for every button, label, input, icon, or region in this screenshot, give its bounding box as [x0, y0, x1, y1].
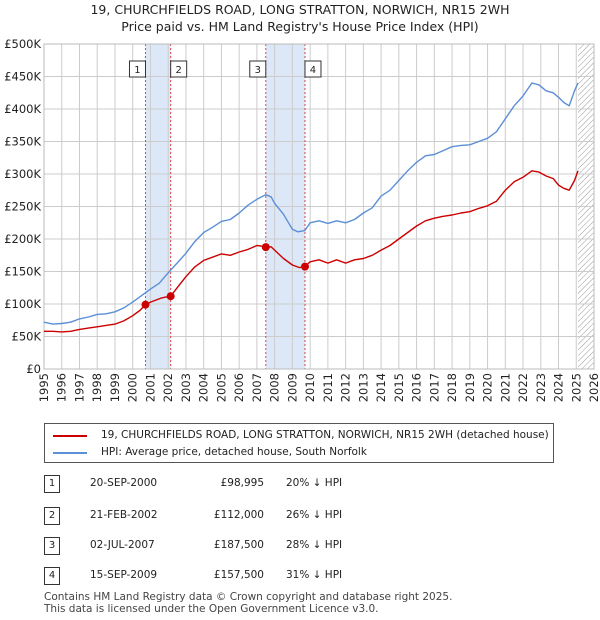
- price-chart: £0 £50K £100K £150K £200K £250K £300K £350K £400…: [4, 37, 600, 402]
- x-tick-label: 2019: [463, 373, 477, 402]
- transaction-price: £98,995: [220, 477, 264, 489]
- x-tick-label: 2002: [161, 373, 175, 402]
- legend-label-hpi: HPI: Average price, detached house, Sout…: [101, 446, 367, 458]
- y-tick-label: £150K: [4, 265, 41, 279]
- y-tick-label: £200K: [4, 232, 41, 246]
- transaction-date: 20-SEP-2000: [90, 477, 158, 489]
- y-tick-label: £450K: [4, 70, 41, 84]
- x-tick-label: 2007: [250, 373, 264, 402]
- x-tick-label: 2001: [143, 373, 157, 402]
- sale-marker-label: 4: [310, 65, 316, 76]
- sale-point: [141, 300, 150, 309]
- sale-marker: 4: [304, 60, 322, 78]
- x-tick-label: 2004: [197, 373, 211, 402]
- x-tick-label: 2023: [534, 373, 548, 402]
- x-tick-label: 2011: [321, 373, 335, 402]
- sale-marker-box: [304, 60, 322, 78]
- x-tick-label: 2015: [392, 373, 406, 402]
- x-tick-label: 1995: [37, 373, 51, 402]
- x-tick-label: 2024: [552, 373, 566, 402]
- sale-point: [261, 243, 270, 252]
- transaction-hpi: 28% ↓ HPI: [286, 539, 343, 551]
- x-tick-label: 2003: [179, 373, 193, 402]
- x-tick-label: 2016: [410, 373, 424, 402]
- chart-title: 19, CHURCHFIELDS ROAD, LONG STRATTON, NO…: [90, 2, 510, 17]
- sale-marker-box: [170, 60, 188, 78]
- plot-frame: [43, 43, 595, 370]
- transaction-hpi: 31% ↓ HPI: [286, 569, 343, 581]
- transaction-number: 1: [44, 475, 60, 493]
- transaction-price: £157,500: [213, 569, 264, 581]
- x-tick-label: 2025: [569, 373, 583, 402]
- x-tick-label: 2021: [498, 373, 512, 402]
- sale-marker-box: [249, 60, 267, 78]
- legend-label-property: 19, CHURCHFIELDS ROAD, LONG STRATTON, NO…: [101, 429, 549, 441]
- transaction-row: 1 20-SEP-2000 £98,995 20% ↓ HPI: [44, 475, 424, 493]
- transaction-row: 4 15-SEP-2009 £157,500 31% ↓ HPI: [44, 567, 424, 585]
- footer-copyright: Contains HM Land Registry data © Crown c…: [44, 591, 453, 603]
- transaction-hpi: 26% ↓ HPI: [286, 509, 343, 521]
- sale-marker: 3: [249, 60, 267, 78]
- sale-marker-label: 3: [255, 65, 261, 76]
- x-tick-label: 1998: [90, 373, 104, 402]
- x-tick-label: 2026: [587, 373, 600, 402]
- sale-marker-label: 2: [175, 65, 181, 76]
- footer-license: This data is licensed under the Open Gov…: [44, 603, 379, 615]
- y-tick-label: £400K: [4, 102, 41, 116]
- sale-marker-label: 1: [134, 65, 140, 76]
- chart-legend: 19, CHURCHFIELDS ROAD, LONG STRATTON, NO…: [44, 423, 554, 463]
- transaction-number: 4: [44, 567, 60, 585]
- x-tick-label: 2008: [268, 373, 282, 402]
- y-tick-label: £100K: [4, 297, 41, 311]
- y-tick-label: £300K: [4, 167, 41, 181]
- x-tick-label: 2017: [427, 373, 441, 402]
- y-tick-label: £250K: [4, 200, 41, 214]
- sale-point: [166, 292, 175, 301]
- chart-subtitle: Price paid vs. HM Land Registry's House …: [121, 19, 479, 34]
- sale-marker: 2: [170, 60, 188, 78]
- y-tick-label: £350K: [4, 135, 41, 149]
- transaction-date: 21-FEB-2002: [90, 509, 158, 521]
- transaction-number: 3: [44, 537, 60, 555]
- sale-marker: 1: [128, 60, 146, 78]
- transaction-date: 02-JUL-2007: [90, 539, 155, 551]
- legend-swatch-property: [53, 435, 87, 437]
- x-tick-label: 2000: [126, 373, 140, 402]
- x-tick-label: 1999: [108, 373, 122, 402]
- x-tick-label: 2009: [285, 373, 299, 402]
- transaction-price: £187,500: [213, 539, 264, 551]
- x-tick-label: 2010: [303, 373, 317, 402]
- x-tick-label: 2022: [516, 373, 530, 402]
- y-tick-label: £500K: [4, 37, 41, 51]
- x-tick-label: 2020: [481, 373, 495, 402]
- y-tick-label: £0: [26, 362, 41, 376]
- x-tick-label: 2012: [339, 373, 353, 402]
- transaction-price: £112,000: [213, 509, 264, 521]
- legend-swatch-hpi: [53, 452, 87, 454]
- x-tick-label: 2005: [214, 373, 228, 402]
- transaction-row: 2 21-FEB-2002 £112,000 26% ↓ HPI: [44, 507, 424, 525]
- x-tick-label: 2018: [445, 373, 459, 402]
- transaction-row: 3 02-JUL-2007 £187,500 28% ↓ HPI: [44, 537, 424, 555]
- y-tick-label: £50K: [12, 330, 42, 344]
- x-tick-label: 2014: [374, 373, 388, 402]
- sale-point: [300, 262, 309, 271]
- transaction-hpi: 20% ↓ HPI: [286, 477, 343, 489]
- x-tick-label: 2006: [232, 373, 246, 402]
- transaction-number: 2: [44, 507, 60, 525]
- x-tick-label: 1996: [55, 373, 69, 402]
- x-tick-label: 2013: [356, 373, 370, 402]
- transaction-date: 15-SEP-2009: [90, 569, 158, 581]
- sale-marker-box: [128, 60, 146, 78]
- series-line-hpi: [43, 82, 579, 325]
- x-tick-label: 1997: [72, 373, 86, 402]
